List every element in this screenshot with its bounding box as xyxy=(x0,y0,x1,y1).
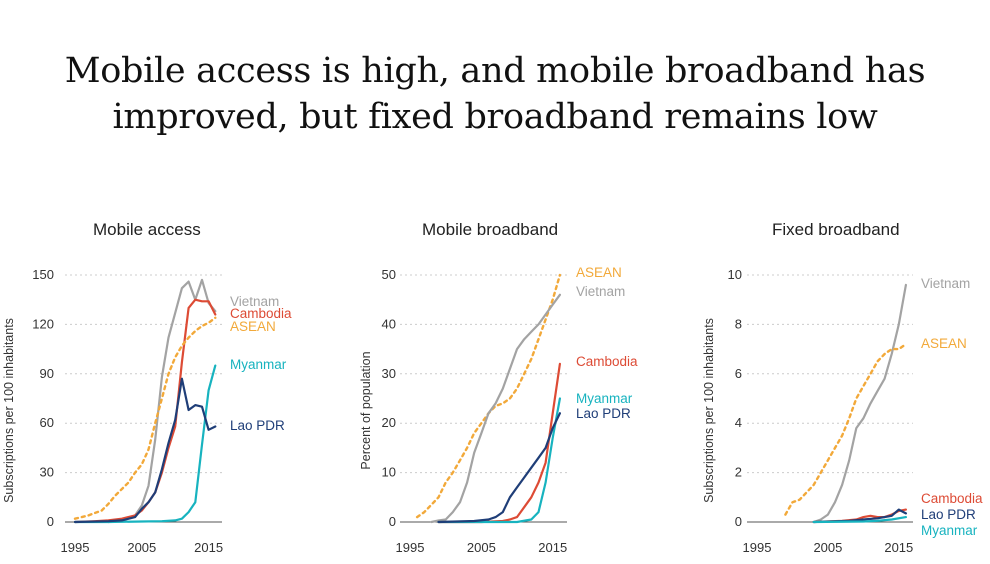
mobile-broadband-xtick-1995: 1995 xyxy=(396,540,425,555)
fixed-broadband-series-vietnam xyxy=(812,283,907,524)
fixed-broadband-label-asean: ASEAN xyxy=(921,336,967,351)
mobile-access-ylabel: Subscriptions per 100 inhabitants xyxy=(2,318,16,503)
fixed-broadband-xtick-1995: 1995 xyxy=(743,540,772,555)
mobile-access-ytick-60: 60 xyxy=(40,415,54,430)
fixed-broadband-ylabel: Subscriptions per 100 inhabitants xyxy=(702,318,716,503)
chart-title-mobile-access: Mobile access xyxy=(93,220,201,239)
fixed-broadband-xtick-2005: 2005 xyxy=(813,540,842,555)
mobile-access-series-lao-pdr xyxy=(73,377,217,524)
fixed-broadband-series-asean xyxy=(784,343,908,516)
mobile-access-series-myanmar xyxy=(73,364,217,524)
page-title-line-2: improved, but fixed broadband remains lo… xyxy=(112,97,878,137)
mobile-access-label-vietnam: Vietnam xyxy=(230,294,279,309)
fixed-broadband-label-myanmar: Myanmar xyxy=(921,523,978,538)
fixed-broadband-ytick-2: 2 xyxy=(735,465,742,480)
fixed-broadband-series-myanmar xyxy=(812,516,907,524)
mobile-broadband-ytick-0: 0 xyxy=(389,514,396,529)
mobile-broadband-label-asean: ASEAN xyxy=(576,265,622,280)
mobile-broadband-ytick-50: 50 xyxy=(382,267,396,282)
fixed-broadband-label-vietnam: Vietnam xyxy=(921,276,970,291)
mobile-broadband-ytick-20: 20 xyxy=(382,415,396,430)
page-title-line-1: Mobile access is high, and mobile broadb… xyxy=(64,51,926,91)
fixed-broadband-ytick-6: 6 xyxy=(735,366,742,381)
fixed-broadband-ytick-8: 8 xyxy=(735,316,742,331)
mobile-access-ytick-120: 120 xyxy=(32,316,54,331)
page-title: Mobile access is high, and mobile broadb… xyxy=(0,48,990,140)
fixed-broadband-xtick-2015: 2015 xyxy=(884,540,913,555)
fixed-broadband-label-lao-pdr: Lao PDR xyxy=(921,507,976,522)
chart-title-mobile-broadband: Mobile broadband xyxy=(422,220,559,239)
fixed-broadband-ytick-0: 0 xyxy=(735,514,742,529)
fixed-broadband-ytick-4: 4 xyxy=(735,415,742,430)
fixed-broadband-label-cambodia: Cambodia xyxy=(921,491,983,506)
mobile-access-ytick-150: 150 xyxy=(32,267,54,282)
mobile-broadband-label-vietnam: Vietnam xyxy=(576,284,625,299)
mobile-access-xtick-1995: 1995 xyxy=(61,540,90,555)
mobile-access-label-asean: ASEAN xyxy=(230,319,276,334)
mobile-broadband-xtick-2015: 2015 xyxy=(538,540,567,555)
fixed-broadband-ytick-10: 10 xyxy=(728,267,742,282)
mobile-broadband-xtick-2005: 2005 xyxy=(467,540,496,555)
mobile-access-label-myanmar: Myanmar xyxy=(230,357,287,372)
mobile-access-xtick-2015: 2015 xyxy=(194,540,223,555)
mobile-broadband-ytick-30: 30 xyxy=(382,366,396,381)
mobile-access-ytick-90: 90 xyxy=(40,366,54,381)
mobile-broadband-series-vietnam xyxy=(430,293,561,524)
mobile-broadband-ytick-10: 10 xyxy=(382,465,396,480)
mobile-access-xtick-2005: 2005 xyxy=(127,540,156,555)
mobile-access-ytick-30: 30 xyxy=(40,465,54,480)
chart-title-fixed-broadband: Fixed broadband xyxy=(772,220,900,239)
mobile-broadband-series-myanmar xyxy=(437,397,561,524)
mobile-broadband-ylabel: Percent of population xyxy=(359,351,373,469)
mobile-access-series-vietnam xyxy=(107,278,217,524)
mobile-broadband-label-cambodia: Cambodia xyxy=(576,354,638,369)
mobile-broadband-label-lao-pdr: Lao PDR xyxy=(576,406,631,421)
mobile-access-label-lao-pdr: Lao PDR xyxy=(230,418,285,433)
mobile-broadband-ytick-40: 40 xyxy=(382,316,396,331)
mobile-broadband-series-lao-pdr xyxy=(437,412,561,524)
mobile-access-label-cambodia: Cambodia xyxy=(230,306,292,321)
mobile-access-ytick-0: 0 xyxy=(47,514,54,529)
mobile-broadband-label-myanmar: Myanmar xyxy=(576,391,633,406)
mobile-access-series-asean xyxy=(73,316,217,520)
